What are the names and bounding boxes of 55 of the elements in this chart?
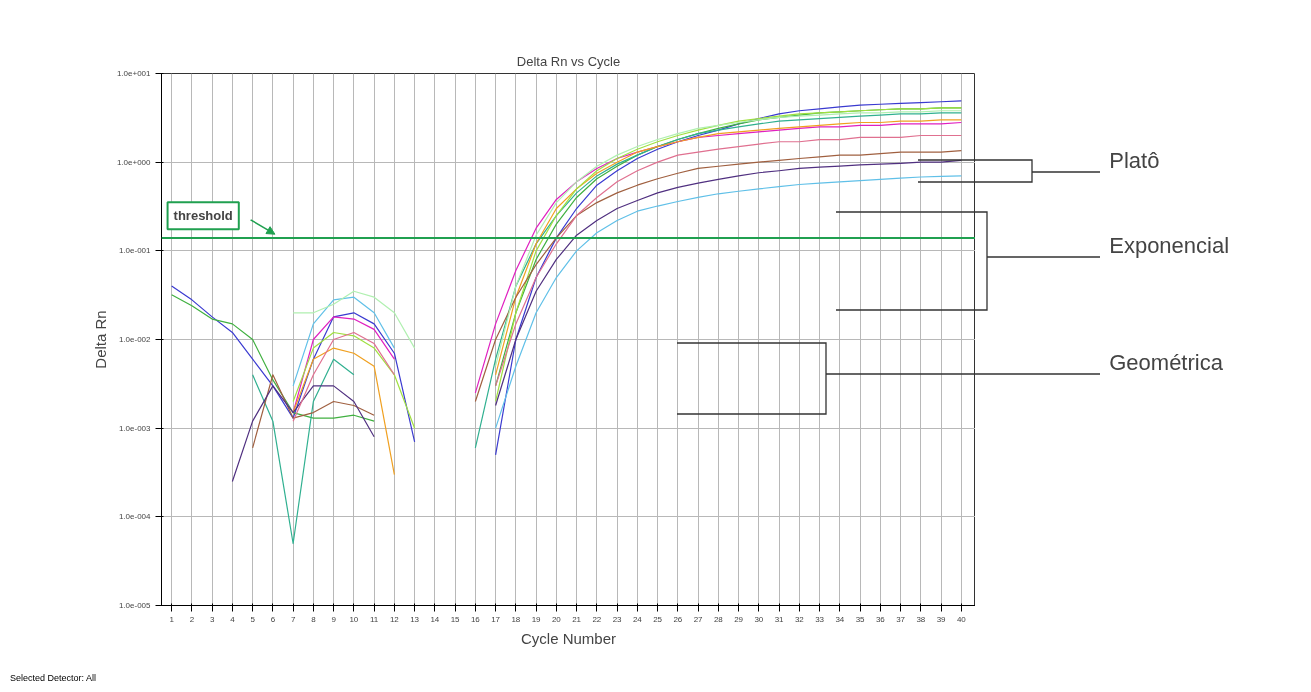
y-tick-label: 1.0e-004: [118, 512, 152, 522]
text: Exponencial: [1109, 232, 1230, 258]
text: Platô: [1109, 148, 1160, 174]
text: Selected Detector: All: [10, 672, 97, 685]
chart-title: Delta Rn vs Cycle: [516, 53, 621, 69]
x-tick-label: 29: [734, 614, 744, 624]
x-tick-label: 35: [855, 614, 866, 624]
x-tick-label: 20: [551, 614, 562, 624]
x-tick-label: 25: [653, 614, 663, 624]
x-tick-label: 18: [511, 614, 521, 624]
x-tick-label: 8: [311, 614, 317, 624]
x-tick-label: 34: [835, 614, 845, 624]
x-tick-label: 14: [430, 614, 440, 624]
x-tick-label: 40: [956, 614, 967, 624]
x-tick-label: 28: [713, 614, 724, 624]
x-tick-label: 6: [270, 614, 276, 624]
x-tick-label: 17: [491, 614, 501, 624]
x-tick-label: 27: [693, 614, 704, 624]
x-tick-label: 13: [410, 614, 420, 624]
y-tick-label: 1.0e-002: [118, 335, 152, 344]
x-tick-label: 33: [815, 614, 825, 624]
y-tick-label: 1.0e-003: [118, 423, 152, 433]
x-tick-label: 5: [250, 614, 256, 624]
x-tick-label: 21: [572, 614, 582, 624]
y-axis-title: Delta Rn: [91, 310, 109, 369]
text: Geométrica: [1109, 350, 1224, 376]
x-tick-label: 26: [673, 614, 683, 624]
y-tick-label: 1.0e+001: [116, 69, 152, 78]
x-axis-title: Cycle Number: [520, 629, 617, 647]
x-tick-label: 31: [774, 614, 785, 624]
x-tick-label: 1: [169, 614, 175, 624]
x-tick-label: 32: [794, 614, 805, 624]
ref-line-label: threshold: [173, 208, 233, 224]
y-tick-label: 1.0e-005: [118, 601, 152, 610]
x-tick-label: 38: [916, 614, 926, 624]
y-tick-label: 1.0e+000: [116, 157, 152, 167]
x-tick-label: 2: [189, 614, 195, 624]
x-tick-label: 19: [531, 614, 542, 624]
x-tick-label: 3: [209, 614, 215, 624]
x-tick-label: 37: [896, 614, 906, 624]
x-tick-label: 4: [230, 614, 236, 624]
x-tick-label: 36: [875, 614, 886, 624]
x-tick-label: 7: [290, 614, 296, 624]
x-tick-label: 39: [936, 614, 947, 624]
x-tick-label: 12: [389, 614, 400, 624]
x-tick-label: 16: [470, 614, 481, 624]
y-tick-label: 1.0e-001: [118, 246, 152, 256]
x-tick-label: 24: [632, 614, 643, 624]
x-tick-label: 9: [331, 614, 337, 624]
x-tick-label: 15: [450, 614, 461, 624]
x-tick-label: 23: [612, 614, 623, 624]
x-tick-label: 30: [754, 614, 764, 624]
x-tick-label: 11: [369, 614, 379, 624]
x-tick-label: 10: [349, 614, 359, 624]
x-tick-label: 22: [592, 614, 602, 624]
